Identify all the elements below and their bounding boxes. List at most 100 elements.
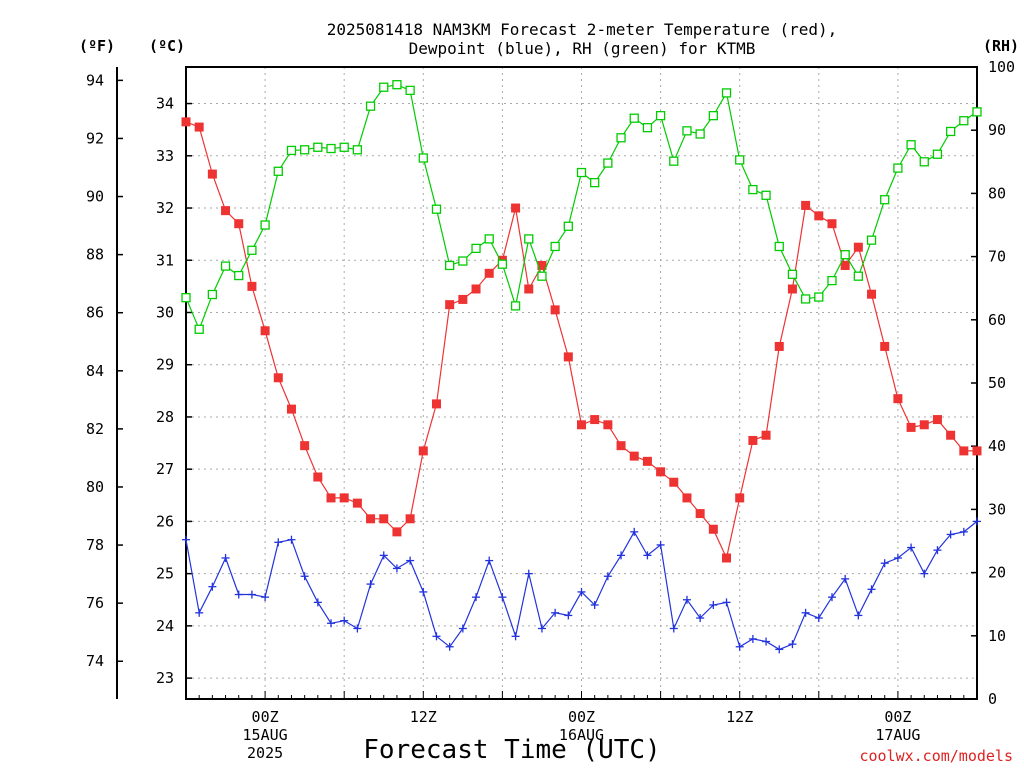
data-point (194, 324, 204, 334)
data-point (932, 149, 943, 159)
data-point (801, 608, 810, 617)
data-point (722, 598, 731, 607)
data-point (972, 107, 982, 117)
data-point (642, 123, 653, 133)
data-point (840, 250, 850, 260)
x-tick-label: 15AUG (243, 726, 288, 744)
x-tick-label: 16AUG (559, 726, 604, 744)
series-rh (181, 80, 982, 334)
data-point (563, 352, 573, 362)
data-point (893, 163, 903, 173)
data-point (287, 535, 296, 544)
data-point (735, 155, 745, 165)
data-point (379, 551, 388, 560)
data-point (221, 206, 231, 216)
celsius-unit-label: (ºC) (149, 37, 185, 55)
rh-tick-label: 30 (988, 500, 1006, 518)
data-point (735, 493, 745, 503)
data-point (352, 498, 362, 508)
data-point (656, 467, 666, 477)
rh-tick-label: 10 (988, 627, 1006, 645)
data-point (313, 472, 323, 482)
data-point (406, 556, 415, 565)
rh-tick-label: 0 (988, 690, 997, 708)
data-point (286, 145, 297, 156)
data-point (669, 156, 679, 166)
data-point (655, 111, 666, 121)
data-point (445, 642, 454, 651)
x-tick-label: 12Z (410, 708, 437, 726)
data-point (629, 113, 639, 123)
data-point (550, 241, 560, 252)
data-point (221, 553, 230, 562)
data-point (207, 289, 218, 300)
rh-tick-label: 80 (988, 184, 1006, 202)
data-point (511, 203, 521, 213)
data-point (787, 269, 798, 279)
data-point (471, 284, 481, 294)
data-point (906, 140, 916, 150)
data-point (510, 301, 521, 311)
chart-title-line-1: 2025081418 NAM3KM Forecast 2-meter Tempe… (327, 20, 838, 39)
data-point (511, 632, 520, 641)
series-temperature (181, 117, 982, 563)
fahrenheit-tick-label: 78 (86, 536, 104, 554)
data-point (853, 271, 863, 281)
data-point (484, 234, 494, 244)
data-point (590, 600, 599, 609)
rh-tick-label: 40 (988, 437, 1006, 455)
series-line (185, 520, 978, 651)
data-point (880, 341, 890, 351)
rh-tick-label: 50 (988, 374, 1006, 392)
data-point (445, 260, 455, 271)
data-point (327, 619, 336, 628)
data-point (419, 587, 428, 596)
data-point (774, 341, 784, 351)
data-point (814, 614, 823, 623)
data-point (247, 281, 257, 291)
data-point (748, 184, 758, 195)
data-point (893, 394, 903, 404)
data-point (603, 420, 613, 430)
data-point (972, 446, 982, 456)
data-point (708, 524, 718, 534)
data-point (603, 158, 613, 168)
fahrenheit-tick-label: 76 (86, 594, 104, 612)
data-point (484, 268, 494, 278)
data-point (392, 80, 402, 90)
rh-tick-label: 70 (988, 248, 1006, 266)
data-point (603, 572, 612, 581)
data-point (669, 477, 679, 487)
data-point (893, 553, 902, 562)
data-point (220, 261, 231, 271)
celsius-tick-label: 27 (156, 460, 174, 478)
data-point (774, 241, 784, 252)
data-point (458, 256, 468, 266)
data-point (537, 271, 547, 281)
data-point (814, 292, 824, 302)
data-point (182, 535, 190, 544)
data-point (630, 527, 639, 536)
data-point (642, 456, 652, 466)
x-axis-title: Forecast Time (UTC) (363, 735, 660, 765)
data-point (181, 117, 191, 127)
data-point (643, 551, 652, 560)
fahrenheit-tick-label: 88 (86, 246, 104, 264)
data-point (801, 200, 811, 210)
data-point (274, 538, 283, 547)
chart-axes (116, 66, 978, 700)
data-point (787, 284, 797, 294)
celsius-tick-label: 25 (156, 565, 174, 583)
data-point (366, 580, 375, 589)
data-point (576, 167, 587, 178)
data-point (827, 593, 836, 602)
chart-title-line-2: Dewpoint (blue), RH (green) for KTMB (409, 39, 756, 58)
data-point (326, 493, 336, 503)
data-point (946, 530, 955, 539)
data-point (273, 373, 283, 383)
x-tick-label: 17AUG (875, 726, 920, 744)
fahrenheit-unit-label: (ºF) (79, 37, 115, 55)
data-point (577, 587, 586, 596)
data-point (485, 556, 494, 565)
